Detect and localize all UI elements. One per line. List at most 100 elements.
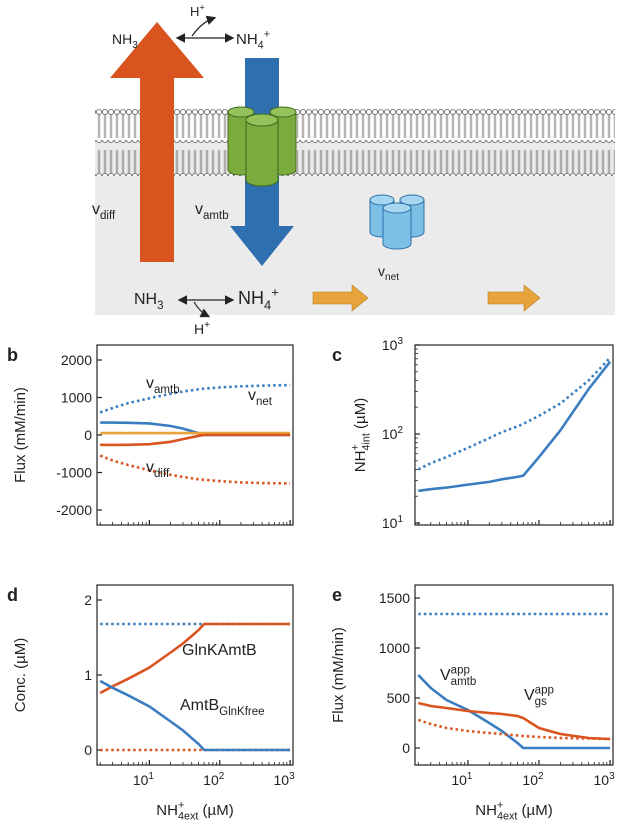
text-part: diff	[154, 468, 170, 480]
text-part: diff	[100, 210, 116, 222]
text-part: GlnKfree	[219, 706, 264, 718]
text-part: NH	[112, 31, 132, 47]
text-part: +	[199, 3, 204, 13]
x-tick-label: 103	[274, 771, 296, 788]
text-part: (µM)	[517, 802, 552, 819]
biomass-arrow	[487, 284, 541, 312]
text-part: NH	[134, 291, 157, 308]
plot-frame	[96, 584, 294, 766]
text-part: amtb	[154, 384, 180, 396]
text-part: NH	[475, 802, 497, 819]
text-part: NH	[352, 451, 369, 473]
text-part: H	[194, 321, 204, 337]
annotation: Vapp gs	[524, 684, 554, 708]
plot-frame	[96, 344, 294, 526]
text-part: Flux (mM/min)	[330, 627, 347, 723]
tick-exp: 3	[397, 336, 403, 347]
text-part: v	[146, 459, 154, 476]
y-axis-label: NH+4int (µM)	[350, 398, 373, 472]
text-part: amtb	[451, 676, 477, 688]
text-part: 3	[157, 300, 163, 312]
text-part: gs	[535, 696, 547, 708]
text-part: (µM)	[352, 398, 369, 433]
tick-base: 10	[274, 772, 290, 788]
text-part: +	[204, 320, 210, 331]
text-part: V	[440, 667, 451, 684]
panel-label: c	[332, 345, 342, 365]
text-part: 4int	[361, 433, 373, 450]
text-part: +	[264, 29, 270, 41]
flux-label: vnet	[378, 263, 399, 283]
annotation: vamtb	[146, 375, 180, 396]
series-line	[99, 622, 291, 695]
tick-exp: 1	[397, 514, 403, 525]
text-part: v	[92, 201, 100, 218]
plot-frame	[414, 584, 614, 766]
panel-a	[95, 15, 615, 318]
y-axis-label: Conc. (µM)	[12, 638, 29, 712]
panel-label: d	[7, 585, 18, 605]
text-part: app	[535, 684, 554, 696]
tick-base: 10	[382, 515, 398, 531]
text-part: H	[190, 4, 199, 19]
text-part: +	[497, 800, 503, 812]
proton: H+	[190, 3, 205, 19]
proton-arrow	[191, 15, 217, 37]
annotation: vnet	[248, 387, 273, 408]
text-part: app	[451, 664, 470, 676]
tick-exp: 1	[467, 771, 473, 782]
tick-base: 10	[133, 772, 149, 788]
y-tick-label: -1000	[56, 465, 92, 481]
text-part: +	[271, 284, 279, 299]
series-line	[417, 701, 611, 741]
text-part: v	[195, 201, 203, 218]
y-tick-label: 0	[84, 742, 92, 758]
y-tick-label: 0	[84, 427, 92, 443]
tick-base: 10	[203, 772, 219, 788]
y-tick-label: 2000	[61, 352, 92, 368]
text-part: Flux (mM/min)	[12, 387, 29, 483]
y-tick-label: 1	[84, 667, 92, 683]
x-tick-label: 101	[451, 771, 473, 788]
text-part: (µM)	[198, 802, 233, 819]
text-part: Conc. (µM)	[12, 638, 29, 712]
glnk-protein	[369, 194, 425, 250]
tick-base: 10	[451, 772, 467, 788]
text-part: 4	[264, 297, 271, 312]
x-tick-label: 102	[522, 771, 544, 788]
annotation: vdiff	[146, 459, 170, 480]
series-line	[417, 356, 612, 471]
series-line	[100, 433, 291, 447]
y-axis-label: Flux (mM/min)	[12, 387, 29, 483]
y-tick-label: 2	[84, 592, 92, 608]
y-tick-label: 1000	[61, 390, 92, 406]
ammonia: NH3	[112, 31, 138, 51]
text-part: net	[385, 272, 399, 283]
panel-label: b	[7, 345, 18, 365]
tick-exp: 2	[397, 425, 403, 436]
net-arrow	[312, 284, 369, 312]
series-line	[417, 674, 611, 750]
text-part: GlnKAmtB	[182, 642, 257, 659]
text-part: amtb	[203, 210, 229, 222]
ammonia: NH3	[134, 291, 164, 312]
series-line	[418, 360, 612, 493]
flux-label: vamtb	[195, 201, 229, 222]
tick-base: 10	[522, 772, 538, 788]
text-part: net	[256, 396, 273, 408]
text-part: NH	[156, 802, 178, 819]
tick-exp: 2	[538, 771, 544, 782]
text-part: v	[146, 375, 154, 392]
tick-base: 10	[382, 426, 398, 442]
text-part: AmtB	[180, 697, 219, 714]
ammonium: NH4+	[236, 29, 270, 52]
y-tick-label: 500	[387, 690, 411, 706]
text-part: NH	[236, 31, 258, 48]
tick-exp: 3	[609, 771, 615, 782]
x-axis-label: NH+ 4ext (µM)	[156, 800, 233, 823]
x-tick-label: 101	[133, 771, 155, 788]
proton: H+	[194, 320, 210, 337]
text-part: 4ext	[497, 811, 517, 823]
text-part: v	[248, 387, 256, 404]
